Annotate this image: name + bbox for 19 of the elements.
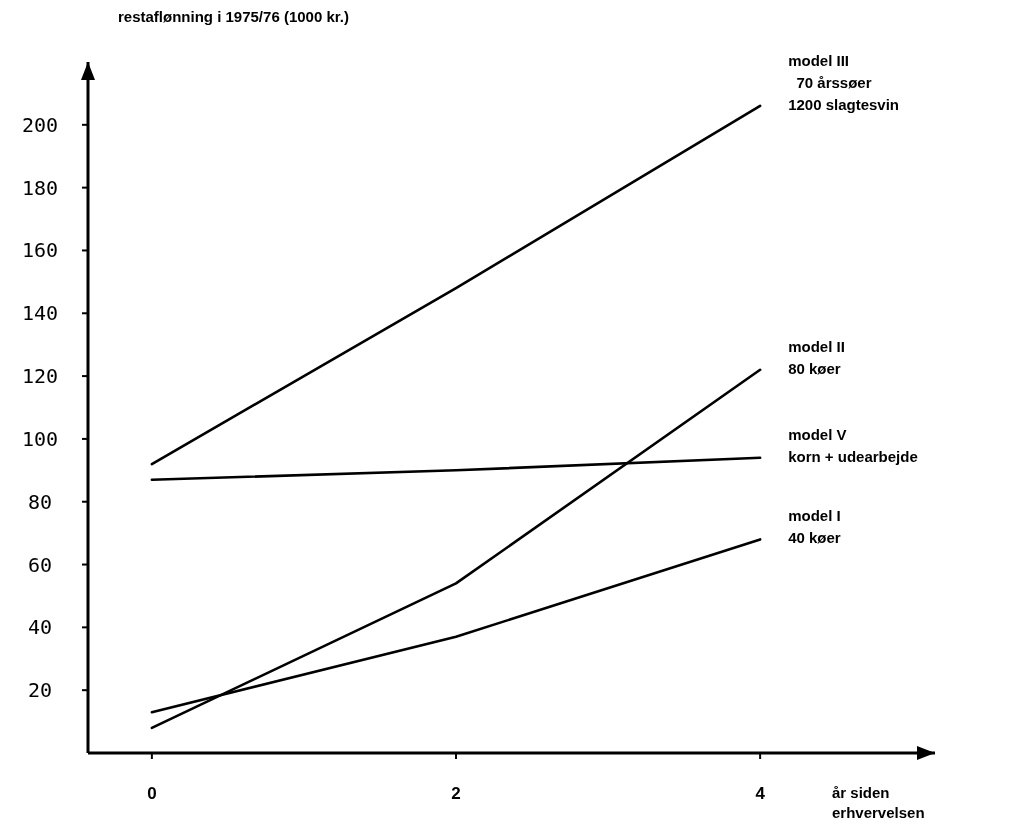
series-label: model II 80 køer xyxy=(788,337,845,377)
x-tick-label: 2 xyxy=(451,784,461,803)
series-label: model III 70 årssøer 1200 slagtesvin xyxy=(788,51,900,113)
y-tick-label: 200 xyxy=(21,112,59,137)
y-tick-label: 80 xyxy=(27,489,53,514)
y-axis-title: restaflønning i 1975/76 (1000 kr.) xyxy=(118,8,349,25)
y-tick-label: 140 xyxy=(21,301,59,326)
series-label: model I 40 køer xyxy=(788,507,841,547)
x-tick-label: 0 xyxy=(147,784,157,803)
y-tick-label: 100 xyxy=(21,426,59,451)
y-tick-label: 60 xyxy=(27,552,53,577)
x-tick-label: 4 xyxy=(755,784,766,803)
y-tick-label: 120 xyxy=(21,364,59,389)
series-label: model V korn + udearbejde xyxy=(788,425,918,465)
y-tick-label: 160 xyxy=(21,238,59,263)
y-tick-label: 180 xyxy=(21,175,59,200)
y-tick-label: 40 xyxy=(27,615,53,640)
x-axis-title: år siden erhvervelsen xyxy=(832,784,925,821)
y-tick-label: 20 xyxy=(27,678,53,703)
